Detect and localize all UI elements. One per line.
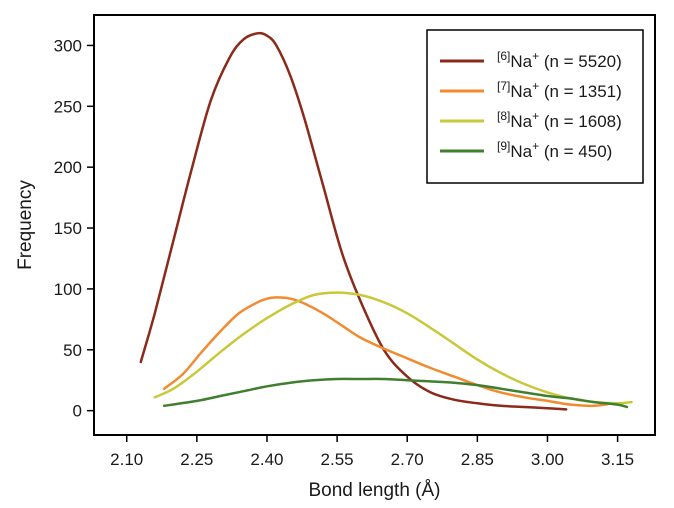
plot-frame xyxy=(93,14,656,436)
legend-label: [8]Na+ (n = 1608) xyxy=(497,109,622,131)
legend-label-count: (n = 5520) xyxy=(539,52,622,71)
y-tick-label: 100 xyxy=(54,280,82,299)
series-line-7 xyxy=(162,296,615,408)
legend-label-label: Na xyxy=(510,82,532,101)
y-axis: 0 50 100 150 200 250 300 xyxy=(54,36,94,421)
legend-label: [6]Na+ (n = 5520) xyxy=(497,49,622,71)
x-tick-label: 2.25 xyxy=(180,450,213,469)
legend-label: [7]Na+ (n = 1351) xyxy=(497,79,622,101)
legend-label: [9]Na+ (n = 450) xyxy=(497,139,612,161)
x-axis: 2.10 2.25 2.40 2.55 2.70 2.85 3.00 3.15 xyxy=(110,435,634,469)
series-line-6 xyxy=(139,31,568,411)
legend-label-charge: + xyxy=(532,49,539,63)
legend-label-label: Na xyxy=(510,142,532,161)
x-tick-label: 3.00 xyxy=(531,450,564,469)
y-tick-label: 200 xyxy=(54,158,82,177)
legend-label-charge: + xyxy=(532,79,539,93)
series-lines xyxy=(139,31,633,411)
y-tick-label: 250 xyxy=(54,97,82,116)
legend-label-count: (n = 1351) xyxy=(539,82,622,101)
x-tick-label: 2.40 xyxy=(250,450,283,469)
legend-label-charge: + xyxy=(532,139,539,153)
y-axis-title: Frequency xyxy=(15,180,36,270)
x-tick-label: 2.55 xyxy=(321,450,354,469)
legend-box xyxy=(426,29,644,184)
y-tick-label: 50 xyxy=(63,341,82,360)
legend-label-count: (n = 1608) xyxy=(539,112,622,131)
x-axis-title: Bond length (Å) xyxy=(308,480,440,501)
legend-label-label: Na xyxy=(510,52,532,71)
x-tick-label: 3.15 xyxy=(601,450,634,469)
series-line-9 xyxy=(162,377,629,409)
legend-label-coord: [9] xyxy=(497,139,510,153)
legend-label-charge: + xyxy=(532,109,539,123)
legend-label-count: (n = 450) xyxy=(539,142,612,161)
series-line-8 xyxy=(153,291,633,405)
y-tick-label: 0 xyxy=(73,402,82,421)
x-tick-label: 2.70 xyxy=(391,450,424,469)
y-tick-label: 150 xyxy=(54,219,82,238)
y-tick-label: 300 xyxy=(54,36,82,55)
legend-label-label: Na xyxy=(510,112,532,131)
legend: [6]Na+ (n = 5520)[7]Na+ (n = 1351)[8]Na+… xyxy=(426,29,644,184)
legend-label-coord: [7] xyxy=(497,79,510,93)
x-tick-label: 2.10 xyxy=(110,450,143,469)
legend-label-coord: [8] xyxy=(497,109,510,123)
legend-label-coord: [6] xyxy=(497,49,510,63)
x-tick-label: 2.85 xyxy=(461,450,494,469)
